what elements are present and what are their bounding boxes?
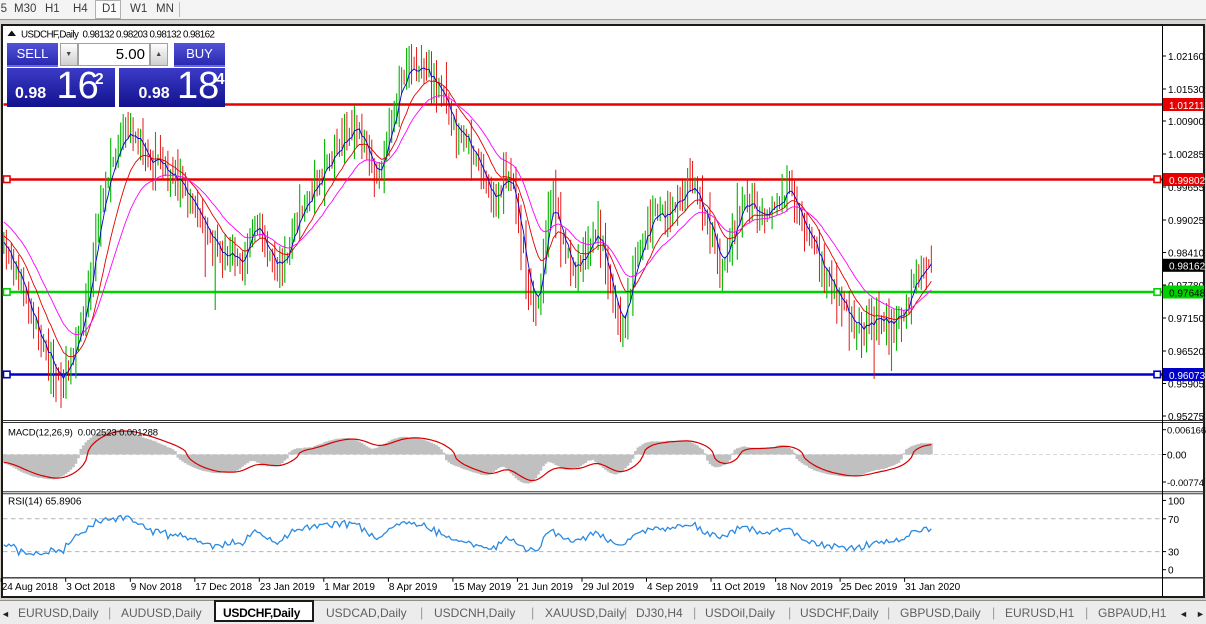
svg-text:-0.00774: -0.00774: [1167, 477, 1204, 488]
svg-text:24 Aug 2018: 24 Aug 2018: [2, 582, 59, 593]
svg-text:25 Dec 2019: 25 Dec 2019: [841, 582, 898, 593]
svg-text:1.02160: 1.02160: [1168, 52, 1205, 63]
svg-text:1 Mar 2019: 1 Mar 2019: [324, 582, 375, 593]
svg-text:0.98162: 0.98162: [1169, 262, 1206, 273]
svg-text:0.99655: 0.99655: [1168, 183, 1205, 194]
svg-text:30: 30: [1168, 548, 1180, 559]
svg-text:0.97648: 0.97648: [1169, 288, 1206, 299]
svg-text:21 Jun 2019: 21 Jun 2019: [518, 582, 573, 593]
svg-text:0: 0: [1168, 566, 1174, 577]
svg-text:0.95275: 0.95275: [1168, 412, 1205, 423]
svg-text:0.96073: 0.96073: [1169, 371, 1206, 382]
svg-text:18 Nov 2019: 18 Nov 2019: [776, 582, 833, 593]
svg-text:70: 70: [1168, 515, 1180, 526]
svg-text:0.00: 0.00: [1167, 451, 1187, 462]
svg-text:1.01211: 1.01211: [1169, 101, 1205, 112]
svg-text:1.00900: 1.00900: [1168, 117, 1205, 128]
svg-text:USDCHF,Daily 0.98132 0.98203: USDCHF,Daily 0.98132 0.98203 0.98132 0.9…: [21, 30, 215, 41]
svg-text:9 Nov 2018: 9 Nov 2018: [131, 582, 183, 593]
svg-text:3 Oct 2018: 3 Oct 2018: [66, 582, 115, 593]
svg-text:1.00285: 1.00285: [1168, 150, 1205, 161]
svg-text:31 Jan 2020: 31 Jan 2020: [905, 582, 960, 593]
svg-text:MACD(12,26,9) 0.002523 0.0012: MACD(12,26,9) 0.002523 0.001288: [8, 428, 158, 439]
svg-text:23 Jan 2019: 23 Jan 2019: [260, 582, 315, 593]
svg-text:17 Dec 2018: 17 Dec 2018: [195, 582, 252, 593]
svg-text:RSI(14) 65.8906: RSI(14) 65.8906: [8, 497, 82, 508]
svg-text:8 Apr 2019: 8 Apr 2019: [389, 582, 438, 593]
svg-text:0.98410: 0.98410: [1168, 249, 1205, 260]
svg-text:1.01530: 1.01530: [1168, 85, 1205, 96]
svg-text:0.99802: 0.99802: [1169, 176, 1206, 187]
svg-text:11 Oct 2019: 11 Oct 2019: [712, 582, 766, 593]
svg-text:0.96520: 0.96520: [1168, 347, 1205, 358]
svg-text:100: 100: [1168, 496, 1185, 507]
svg-text:0.95905: 0.95905: [1168, 380, 1205, 391]
svg-text:4 Sep 2019: 4 Sep 2019: [647, 582, 699, 593]
svg-text:0.97150: 0.97150: [1168, 314, 1205, 325]
svg-text:15 May 2019: 15 May 2019: [453, 582, 511, 593]
svg-text:0.99025: 0.99025: [1168, 216, 1205, 227]
svg-text:29 Jul 2019: 29 Jul 2019: [583, 582, 635, 593]
svg-text:0.006166: 0.006166: [1167, 425, 1206, 436]
